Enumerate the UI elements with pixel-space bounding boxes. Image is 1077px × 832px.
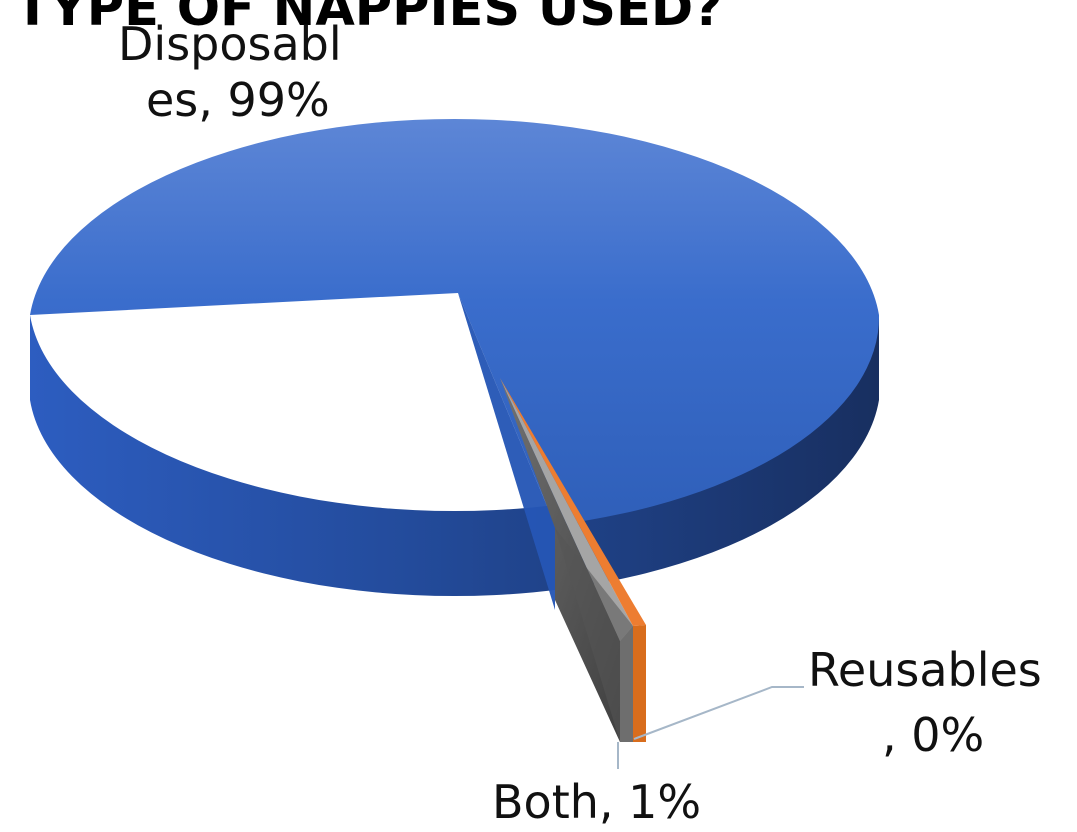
pie-slice-both-inner-edge [555,528,633,742]
pie-slice-reusables-face [633,625,646,742]
data-label-disposables-line2: es, 99% [146,73,330,127]
pie-slice-disposables-side [30,315,879,597]
pie-slice-reusables-top [500,378,646,626]
chart-title: TYPE OF NAPPIES USED? [15,0,723,38]
reusables-leader-line [633,686,804,740]
pie-slice-both-face [500,378,620,742]
data-label-reusables-line2: , 0% [882,708,984,762]
data-label-disposables-line1: Disposabl [118,17,342,71]
slice-layer [30,118,880,742]
pie-slice-disposables-cut-face [458,293,555,610]
label-layer: Disposabl es, 99% Reusables , 0% Both, 1… [118,17,1042,829]
pie-slice-both-top [500,378,633,641]
data-label-reusables-line1: Reusables [808,643,1042,697]
data-label-both: Both, 1% [492,775,701,829]
pie-slice-disposables-top [30,118,880,525]
